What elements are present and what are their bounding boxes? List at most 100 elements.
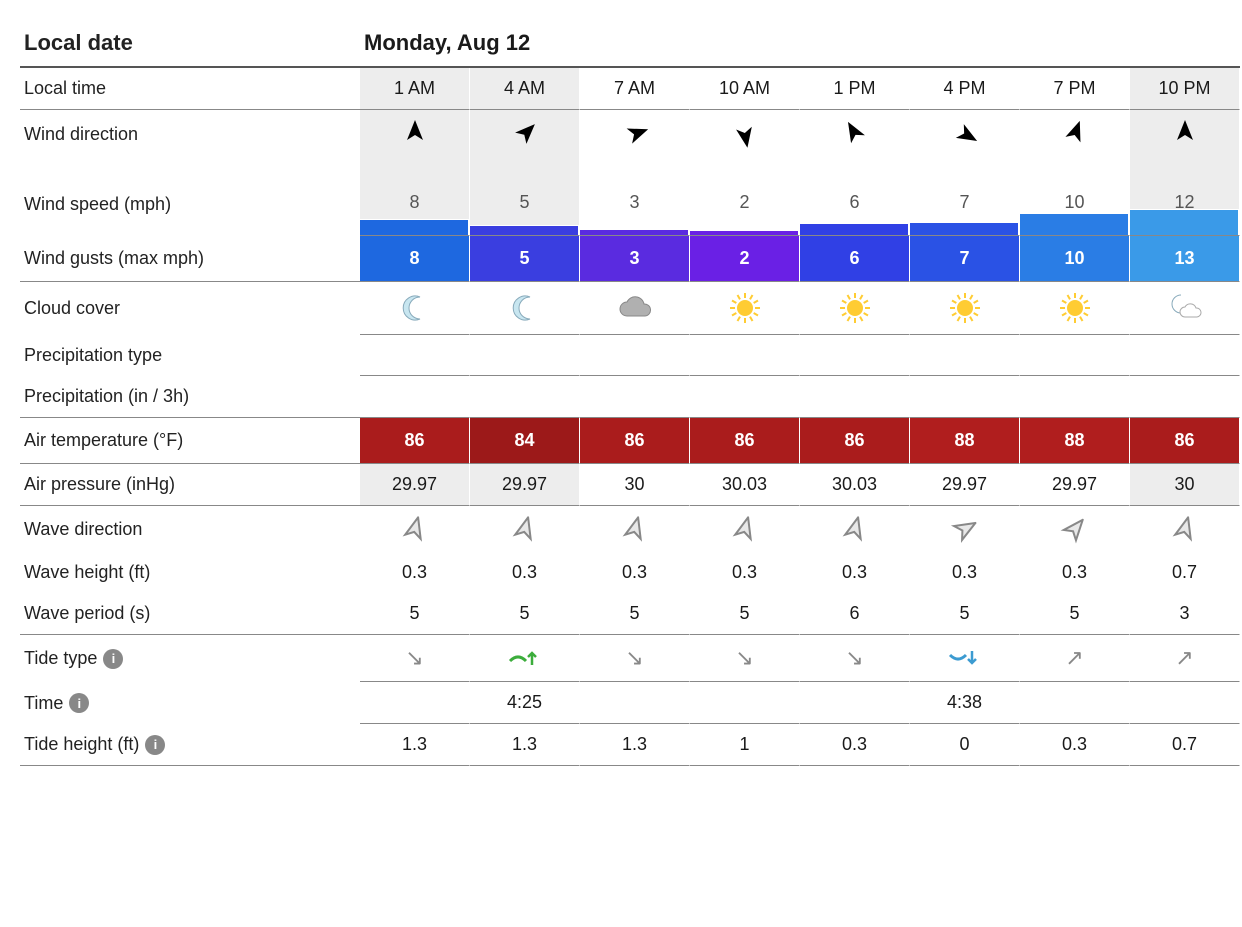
precip-amount-cell [580, 376, 690, 418]
sun-icon [949, 292, 981, 324]
air-pressure-cell: 30 [1130, 464, 1240, 506]
wave-direction-icon [1171, 514, 1199, 545]
precip-amount-cell [910, 376, 1020, 418]
row-label-cloud-cover: Cloud cover [20, 282, 360, 335]
tide-rising-icon: ↗ [1175, 645, 1193, 671]
tide-type-cell: ↘ [580, 635, 690, 682]
tide-height-cell: 0.7 [1130, 724, 1240, 766]
wave-period-cell: 5 [910, 593, 1020, 635]
wave-height-cell: 0.3 [580, 552, 690, 593]
wave-height-cell: 0.7 [1130, 552, 1240, 593]
wind-speed-value: 10 [1064, 180, 1084, 213]
air-temp-cell: 86 [1130, 418, 1240, 464]
wind-gust-cell: 13 [1130, 236, 1240, 282]
air-temp-cell: 86 [800, 418, 910, 464]
row-label-precip-type: Precipitation type [20, 335, 360, 376]
wind-direction-cell [470, 110, 580, 158]
tide-height-cell: 1.3 [360, 724, 470, 766]
cloud-cover-cell [910, 282, 1020, 335]
wind-direction-icon [946, 117, 982, 152]
wind-speed-cell: 2 [690, 158, 800, 236]
row-label-wave-height: Wave height (ft) [20, 552, 360, 593]
tide-type-cell [910, 635, 1020, 682]
row-label-air-pressure: Air pressure (inHg) [20, 464, 360, 506]
precip-type-cell [910, 335, 1020, 376]
time-cell: 7 PM [1020, 68, 1130, 110]
tide-height-cell: 1 [690, 724, 800, 766]
wave-direction-cell [910, 506, 1020, 552]
wave-period-cell: 6 [800, 593, 910, 635]
tide-type-cell: ↘ [360, 635, 470, 682]
tide-time-cell [1020, 682, 1130, 724]
wind-speed-cell: 10 [1020, 158, 1130, 236]
tide-height-cell: 0.3 [1020, 724, 1130, 766]
info-icon[interactable]: i [145, 735, 165, 755]
time-cell: 7 AM [580, 68, 690, 110]
time-cell: 1 AM [360, 68, 470, 110]
cloud-cover-cell [580, 282, 690, 335]
precip-type-cell [470, 335, 580, 376]
wind-speed-value: 6 [849, 180, 859, 213]
wave-direction-icon [948, 513, 982, 545]
air-temp-cell: 86 [580, 418, 690, 464]
row-label-tide-time: Time i [20, 682, 360, 724]
info-icon[interactable]: i [103, 649, 123, 669]
wind-direction-icon [730, 118, 758, 150]
row-label-wind-speed: Wind speed (mph) [20, 158, 360, 236]
info-icon[interactable]: i [69, 693, 89, 713]
tide-low-icon [948, 647, 982, 669]
cloud-cover-cell [800, 282, 910, 335]
air-pressure-cell: 30.03 [690, 464, 800, 506]
wave-direction-cell [690, 506, 800, 552]
wave-period-cell: 5 [470, 593, 580, 635]
cloud-cover-cell [690, 282, 800, 335]
tide-time-cell: 4:25 [470, 682, 580, 724]
wave-direction-icon [841, 514, 869, 545]
wind-direction-icon [1058, 117, 1090, 152]
tide-type-cell: ↗ [1020, 635, 1130, 682]
wind-direction-icon [403, 120, 427, 148]
wave-height-cell: 0.3 [360, 552, 470, 593]
wind-speed-cell: 6 [800, 158, 910, 236]
moon-icon [510, 293, 540, 323]
tide-type-cell: ↘ [690, 635, 800, 682]
precip-type-cell [360, 335, 470, 376]
wind-speed-bar [690, 230, 799, 235]
wind-speed-value: 2 [739, 180, 749, 213]
wave-direction-cell [1020, 506, 1130, 552]
date-label: Local date [20, 20, 360, 68]
wind-speed-value: 7 [959, 180, 969, 213]
wave-height-cell: 0.3 [690, 552, 800, 593]
tide-high-icon [508, 647, 542, 669]
wave-height-cell: 0.3 [910, 552, 1020, 593]
tide-type-cell: ↗ [1130, 635, 1240, 682]
tide-falling-icon: ↘ [735, 645, 753, 671]
tide-height-cell: 1.3 [470, 724, 580, 766]
wind-speed-bar [800, 223, 909, 235]
air-temp-cell: 86 [360, 418, 470, 464]
cloud-cover-cell [1020, 282, 1130, 335]
sun-icon [839, 292, 871, 324]
wind-direction-icon [1173, 120, 1197, 148]
wind-speed-value: 8 [409, 180, 419, 213]
wind-direction-icon [506, 116, 543, 153]
wind-speed-value: 5 [519, 180, 529, 213]
tide-type-cell [470, 635, 580, 682]
wave-height-cell: 0.3 [470, 552, 580, 593]
row-label-wave-period: Wave period (s) [20, 593, 360, 635]
time-cell: 10 PM [1130, 68, 1240, 110]
wave-period-cell: 5 [1020, 593, 1130, 635]
precip-type-cell [800, 335, 910, 376]
air-temp-cell: 84 [470, 418, 580, 464]
precip-type-cell [580, 335, 690, 376]
tide-height-cell: 1.3 [580, 724, 690, 766]
date-value: Monday, Aug 12 [360, 20, 1240, 68]
cloud-cover-cell [360, 282, 470, 335]
cloud-cover-cell [470, 282, 580, 335]
air-temp-cell: 88 [1020, 418, 1130, 464]
wave-direction-cell [360, 506, 470, 552]
tide-time-cell [1130, 682, 1240, 724]
tide-type-cell: ↘ [800, 635, 910, 682]
wind-direction-cell [690, 110, 800, 158]
wind-gust-cell: 6 [800, 236, 910, 282]
